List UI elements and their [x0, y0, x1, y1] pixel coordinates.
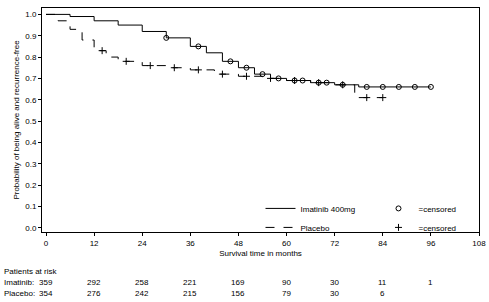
svg-text:Placebo: Placebo: [301, 224, 330, 233]
svg-text:215: 215: [183, 289, 197, 298]
svg-text:1.0: 1.0: [25, 10, 37, 19]
svg-text:0.9: 0.9: [25, 32, 37, 41]
svg-text:1: 1: [428, 278, 433, 287]
svg-text:0.2: 0.2: [25, 181, 37, 190]
svg-text:48: 48: [234, 239, 243, 248]
svg-text:11: 11: [378, 278, 387, 287]
svg-text:359: 359: [39, 278, 53, 287]
svg-text:108: 108: [472, 239, 486, 248]
svg-text:84: 84: [378, 239, 387, 248]
svg-text:Imatinib 400mg: Imatinib 400mg: [301, 205, 356, 214]
svg-text:24: 24: [138, 239, 147, 248]
svg-text:=censored: =censored: [418, 224, 456, 233]
svg-text:36: 36: [186, 239, 195, 248]
svg-text:6: 6: [380, 289, 385, 298]
svg-text:79: 79: [282, 289, 291, 298]
svg-text:0.5: 0.5: [25, 117, 37, 126]
svg-text:0.4: 0.4: [25, 138, 37, 147]
svg-text:96: 96: [426, 239, 435, 248]
svg-text:60: 60: [282, 239, 291, 248]
svg-text:Survival time in months: Survival time in months: [219, 249, 302, 258]
svg-text:0.6: 0.6: [25, 96, 37, 105]
svg-text:Imatinib:: Imatinib:: [4, 278, 34, 287]
svg-text:30: 30: [330, 278, 339, 287]
svg-text:0.8: 0.8: [25, 53, 37, 62]
svg-text:242: 242: [135, 289, 149, 298]
svg-text:0.3: 0.3: [25, 160, 37, 169]
svg-text:292: 292: [87, 278, 101, 287]
svg-text:0: 0: [44, 239, 49, 248]
svg-text:0.0: 0.0: [25, 224, 37, 233]
svg-text:Probability of being alive and: Probability of being alive and recurrenc…: [12, 40, 21, 200]
svg-text:354: 354: [39, 289, 53, 298]
svg-text:0.1: 0.1: [25, 202, 37, 211]
svg-text:30: 30: [330, 289, 339, 298]
svg-text:Patients at risk: Patients at risk: [4, 267, 57, 276]
svg-text:258: 258: [135, 278, 149, 287]
svg-text:221: 221: [183, 278, 197, 287]
svg-text:156: 156: [231, 289, 245, 298]
svg-text:0.7: 0.7: [25, 74, 37, 83]
svg-text:276: 276: [87, 289, 101, 298]
svg-text:90: 90: [282, 278, 291, 287]
svg-text:169: 169: [231, 278, 245, 287]
svg-text:72: 72: [330, 239, 339, 248]
svg-text:=censored: =censored: [418, 205, 456, 214]
svg-text:Placebo:: Placebo:: [4, 289, 35, 298]
svg-text:12: 12: [90, 239, 99, 248]
